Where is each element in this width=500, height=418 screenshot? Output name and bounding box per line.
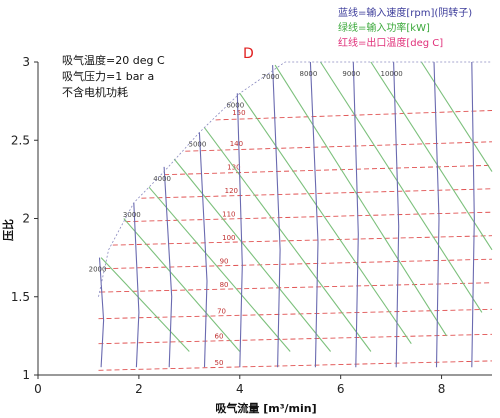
temperature-label-60: 60 (215, 333, 224, 341)
temperature-label-80: 80 (220, 281, 229, 289)
speed-line-8 (393, 61, 400, 368)
speed-line-6 (309, 61, 319, 368)
speed-label-4000: 4000 (153, 175, 171, 183)
x-tick-label-2: 4 (236, 382, 244, 396)
y-axis-title: 压比 (1, 219, 15, 241)
power-line-6 (274, 64, 448, 337)
temperature-label-120: 120 (225, 187, 238, 195)
speed-line-0 (98, 257, 105, 368)
temperature-label-90: 90 (220, 257, 229, 265)
speed-line-3 (198, 132, 208, 368)
temperature-label-70: 70 (217, 308, 226, 316)
power-line-5 (239, 92, 412, 345)
speed-label-9000: 9000 (342, 70, 360, 78)
power-line-1 (123, 218, 241, 352)
y-tick-label-1: 1.5 (11, 290, 30, 304)
temperature-label-110: 110 (222, 211, 235, 219)
speed-label-3000: 3000 (123, 211, 141, 219)
legend-power: 绿线=输入功率[kW] (338, 21, 430, 34)
speed-line-2 (163, 166, 173, 368)
speed-label-7000: 7000 (262, 73, 280, 81)
note-line-1: 吸气温度=20 deg C (62, 53, 165, 67)
temperature-line-150 (215, 110, 493, 121)
speed-line-9 (433, 61, 440, 368)
power-line-4 (204, 127, 372, 352)
speed-line-7 (352, 61, 359, 368)
speed-line-1 (133, 202, 140, 368)
power-line-2 (148, 186, 291, 352)
legend-temperature: 红线=出口温度[deg C] (338, 36, 443, 49)
temperature-line-110 (125, 211, 493, 223)
temperature-line-70 (98, 308, 493, 320)
x-tick-label-1: 2 (135, 382, 143, 396)
legend-speed: 蓝线=输入速度[rpm](阴转子) (338, 6, 472, 19)
power-line-9 (420, 61, 493, 172)
power-line-3 (173, 158, 332, 352)
operating-boundary (98, 61, 492, 297)
chart-marker-label: D (243, 46, 254, 62)
speed-label-6000: 6000 (226, 101, 244, 109)
temperature-label-50: 50 (215, 359, 224, 367)
y-tick-label-3: 2.5 (11, 133, 30, 147)
speed-label-10000: 10000 (380, 70, 402, 78)
temperature-line-80 (100, 282, 493, 293)
speed-label-5000: 5000 (189, 140, 207, 148)
x-tick-label-0: 0 (34, 382, 42, 396)
temperature-line-120 (141, 188, 493, 199)
speed-label-8000: 8000 (299, 70, 317, 78)
data-layer: 5060708090100110120130140150200030004000… (89, 61, 493, 371)
y-tick-label-0: 1 (22, 368, 30, 382)
temperature-line-140 (185, 141, 493, 152)
temperature-label-140: 140 (230, 140, 243, 148)
temperature-label-100: 100 (222, 234, 235, 242)
power-line-7 (320, 61, 483, 313)
temperature-label-150: 150 (232, 109, 245, 117)
y-tick-label-4: 3 (22, 55, 30, 69)
x-tick-label-3: 6 (337, 382, 345, 396)
y-tick-label-2: 2 (22, 212, 30, 226)
note-line-3: 不含电机功耗 (62, 85, 128, 99)
speed-line-4 (236, 93, 243, 368)
plot-frame (37, 62, 492, 376)
temperature-line-100 (112, 235, 493, 246)
temperature-line-60 (98, 333, 493, 345)
speed-label-2000: 2000 (89, 266, 107, 274)
temperature-line-50 (98, 360, 493, 371)
power-line-0 (100, 257, 190, 352)
speed-line-10 (471, 61, 475, 368)
note-line-2: 吸气压力=1 bar a (62, 69, 154, 83)
power-line-8 (370, 61, 493, 251)
speed-line-5 (272, 65, 281, 368)
x-axis-title: 吸气流量 [m³/min] (215, 401, 316, 415)
x-tick-label-4: 8 (438, 382, 446, 396)
axis-layer: 0 2 4 6 8 1 1.5 2 2.5 3 (11, 55, 445, 396)
